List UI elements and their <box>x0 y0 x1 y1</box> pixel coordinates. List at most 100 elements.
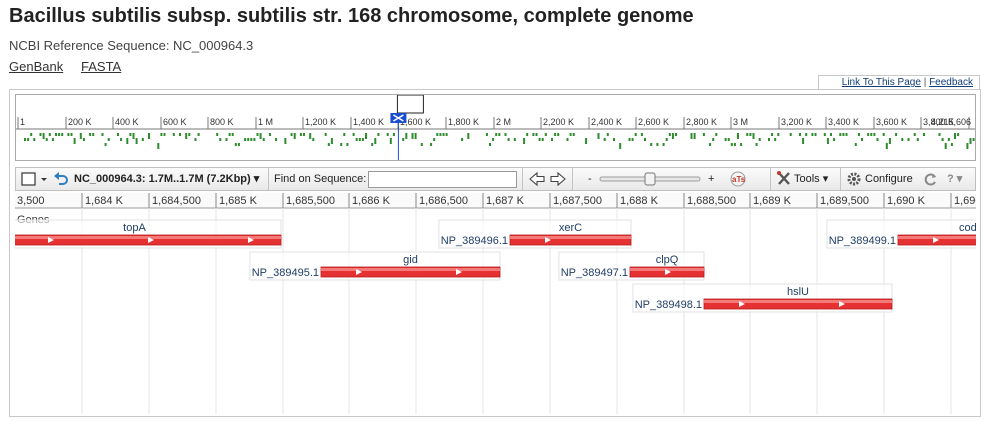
gene-locus-label: NP_389495.1 <box>252 267 319 279</box>
overview-gene-mark <box>461 138 464 141</box>
overview-gene-mark <box>830 133 832 136</box>
find-on-sequence-input[interactable] <box>368 171 517 188</box>
overview-gene-mark <box>876 138 879 141</box>
overview-panel[interactable]: 1 200 K 400 K 600 K 800 K 1 M 1,200 K 1,400 K 1,… <box>15 94 976 161</box>
strand-arrow-icon <box>248 237 254 243</box>
overview-gene-mark <box>675 133 677 136</box>
configure-button[interactable]: Configure <box>865 173 913 185</box>
overview-gene-mark <box>365 133 367 139</box>
overview-gene-mark <box>619 143 622 149</box>
overview-gene-mark <box>402 138 405 141</box>
gene-locus-label: NP_389498.1 <box>635 299 702 311</box>
overview-graphic[interactable]: 1 200 K 400 K 600 K 800 K 1 M 1,200 K 1,400 K 1,… <box>16 95 976 161</box>
strand-arrow-icon <box>665 269 671 275</box>
chevron-down-icon: ▾ <box>953 173 963 185</box>
gear-icon[interactable] <box>846 168 862 190</box>
overview-gene-mark <box>650 143 653 146</box>
sequence-viewer: 1 200 K 400 K 600 K 800 K 1 M 1,200 K 1,400 K 1,… <box>9 89 981 417</box>
overview-tick-label: 1,400 K <box>353 117 384 127</box>
overview-gene-mark <box>39 133 42 136</box>
overview-tick-label: 2 M <box>496 117 511 127</box>
gene-feature[interactable]: xerC NP_389496.1 <box>438 219 632 249</box>
toolbar-divider <box>268 168 269 190</box>
overview-gene-mark <box>259 133 262 139</box>
overview-gene-mark <box>343 133 346 136</box>
overview-gene-mark <box>33 138 36 141</box>
overview-gene-mark <box>284 138 287 144</box>
overview-gene-mark <box>327 143 330 146</box>
overview-gene-mark <box>163 133 166 136</box>
tools-icon[interactable] <box>776 168 792 190</box>
genbank-link[interactable]: GenBank <box>9 59 64 74</box>
gene-bar[interactable] <box>320 266 501 278</box>
detail-panel[interactable]: 3,500 1,684 K 1,684,500 1,685 K 1,685,500 1,6… <box>15 193 976 414</box>
overview-gene-mark <box>603 138 606 141</box>
ruler-tick-label: 1,689 K <box>753 195 792 207</box>
gene-feature[interactable]: codY NP_389499.1 <box>826 219 976 249</box>
zoom-slider[interactable] <box>598 168 702 190</box>
next-arrow-icon[interactable] <box>549 168 567 190</box>
overview-gene-mark <box>324 133 327 136</box>
overview-gene-mark <box>377 133 380 136</box>
page-links-separator: | <box>923 77 927 88</box>
gene-feature[interactable]: gid NP_389495.1 <box>249 251 501 281</box>
gene-feature[interactable]: topA <box>15 219 282 249</box>
overview-gene-mark <box>709 143 712 146</box>
sequence-range-label[interactable]: NC_000964.3: 1.7M..1.7M (7.2Kbp) ▾ <box>74 168 259 190</box>
help-menu[interactable]: ? ▾ <box>947 168 962 190</box>
overview-gene-mark <box>194 138 197 141</box>
overview-gene-mark <box>358 138 361 141</box>
overview-tick-label: 3,800 K <box>923 117 954 127</box>
overview-gene-mark <box>330 138 333 144</box>
zoom-slider-thumb[interactable] <box>644 172 656 186</box>
overview-gene-mark <box>148 133 150 139</box>
gene-bar[interactable] <box>703 298 893 310</box>
tools-label: Tools <box>794 173 820 185</box>
overview-gene-mark <box>445 133 448 136</box>
ruler-tick-label: 1,685 K <box>219 195 258 207</box>
gene-locus-label: NP_389499.1 <box>829 235 896 247</box>
gene-bar-highlight <box>510 236 631 239</box>
overview-gene-mark <box>854 143 857 146</box>
overview-gene-mark <box>299 133 302 136</box>
back-arrow-icon[interactable] <box>52 168 70 190</box>
gene-bar-highlight <box>898 236 976 239</box>
refresh-icon[interactable] <box>922 168 938 190</box>
previous-arrow-icon[interactable] <box>528 168 546 190</box>
gene-feature[interactable]: clpQ NP_389497.1 <box>558 251 705 281</box>
overview-gene-mark <box>938 133 941 136</box>
overview-selection-frame[interactable] <box>396 95 424 114</box>
overview-gene-mark <box>374 138 377 144</box>
tools-menu[interactable]: Tools ▾ <box>794 168 828 190</box>
zoom-in-button[interactable]: + <box>708 173 715 185</box>
sequence-text-icon[interactable]: aTs <box>728 168 748 190</box>
overview-gene-mark <box>771 133 774 136</box>
gene-bar[interactable] <box>509 234 632 246</box>
zoom-out-button[interactable]: - <box>588 173 592 185</box>
overview-gene-mark <box>247 138 250 141</box>
gene-feature[interactable]: hslU NP_389498.1 <box>632 283 893 313</box>
overview-tick-label: 1,800 K <box>448 117 479 127</box>
overview-gene-mark <box>126 138 129 144</box>
overview-gene-mark <box>768 138 770 141</box>
viewer-toolbar: NC_000964.3: 1.7M..1.7M (7.2Kbp) ▾ Find … <box>15 167 976 191</box>
overview-gene-mark <box>439 133 442 136</box>
overview-gene-mark <box>237 143 240 146</box>
fasta-link[interactable]: FASTA <box>81 59 122 74</box>
overview-gene-mark <box>606 133 609 136</box>
gene-bar-highlight <box>704 300 892 303</box>
overview-gene-mark <box>901 138 904 141</box>
gene-name-label: gid <box>403 254 418 266</box>
select-mode-dropdown[interactable] <box>19 168 51 190</box>
overview-gene-mark <box>346 143 349 146</box>
feedback-link[interactable]: Feedback <box>929 77 973 88</box>
overview-gene-mark <box>79 133 82 139</box>
overview-tick-label: 1 <box>20 117 25 127</box>
overview-gene-mark <box>70 133 73 136</box>
link-to-this-page[interactable]: Link To This Page <box>841 77 921 88</box>
overview-gene-mark <box>724 138 727 141</box>
overview-gene-mark <box>628 138 631 141</box>
overview-gene-mark <box>535 133 538 136</box>
detail-graphic[interactable]: 3,500 1,684 K 1,684,500 1,685 K 1,685,500 1,6… <box>15 193 976 414</box>
overview-gene-mark <box>690 133 693 139</box>
